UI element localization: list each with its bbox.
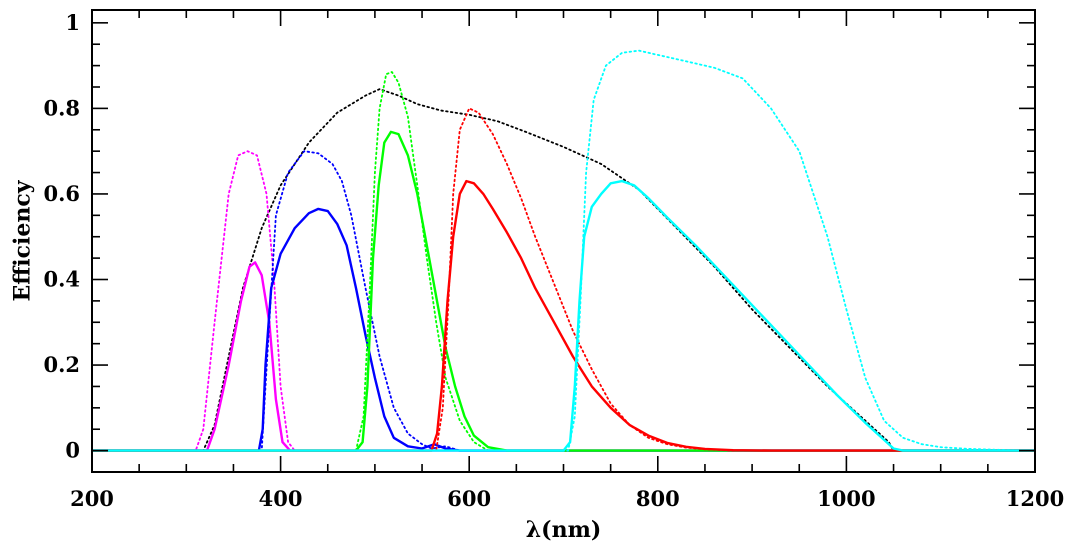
series-line-7: [92, 130, 1035, 452]
series-line-9: [92, 179, 1035, 452]
series-line-11: [92, 179, 1035, 452]
y-tick-label: 0: [65, 438, 80, 463]
x-tick-label: 1000: [817, 486, 875, 511]
series-line-10: [91, 49, 1036, 452]
series-line-8: [91, 107, 1036, 452]
axes: 200 400 600 800 1000 1200 0 0.2 0.4 0.6 0.8 1: [43, 9, 1064, 511]
y-axis-label: Efficiency: [10, 179, 36, 301]
series-line-4: [91, 150, 1036, 452]
x-tick-label: 600: [447, 486, 491, 511]
series-line-1: [91, 88, 895, 452]
x-tick-label: 400: [259, 486, 303, 511]
series-line-5: [92, 207, 1035, 452]
x-tick-label: 800: [636, 486, 680, 511]
x-tick-label: 200: [70, 486, 114, 511]
y-tick-label: 0.6: [43, 181, 80, 206]
plot-frame: [91, 9, 1036, 473]
x-axis-label: λ(nm): [526, 517, 602, 543]
y-tick-label: 0.2: [43, 352, 80, 377]
x-tick-label: 1200: [1006, 486, 1064, 511]
y-tick-label: 0.8: [43, 95, 80, 120]
series-line-2: [91, 150, 1036, 452]
series-curves: [91, 49, 1036, 452]
series-line-6: [91, 71, 1036, 452]
y-tick-label: 0.4: [43, 267, 80, 292]
series-line-3: [92, 261, 1035, 452]
y-tick-label: 1: [65, 10, 80, 35]
